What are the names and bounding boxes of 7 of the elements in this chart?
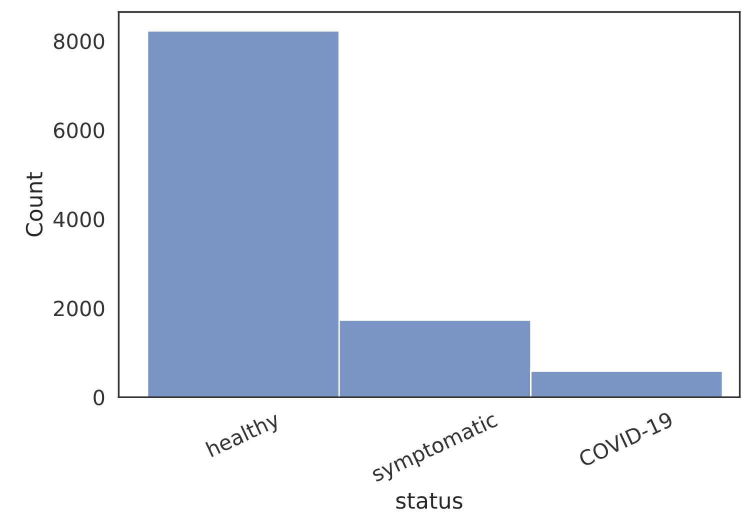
y-tick-label: 6000 bbox=[54, 122, 104, 138]
y-tick-label: 2000 bbox=[54, 300, 104, 316]
y-tick-label: 4000 bbox=[54, 212, 104, 228]
y-tick-label: 0 bbox=[94, 390, 104, 406]
y-axis-title: Count bbox=[26, 172, 43, 236]
y-tick-label: 8000 bbox=[54, 33, 104, 50]
x-axis-title: status bbox=[396, 493, 462, 509]
